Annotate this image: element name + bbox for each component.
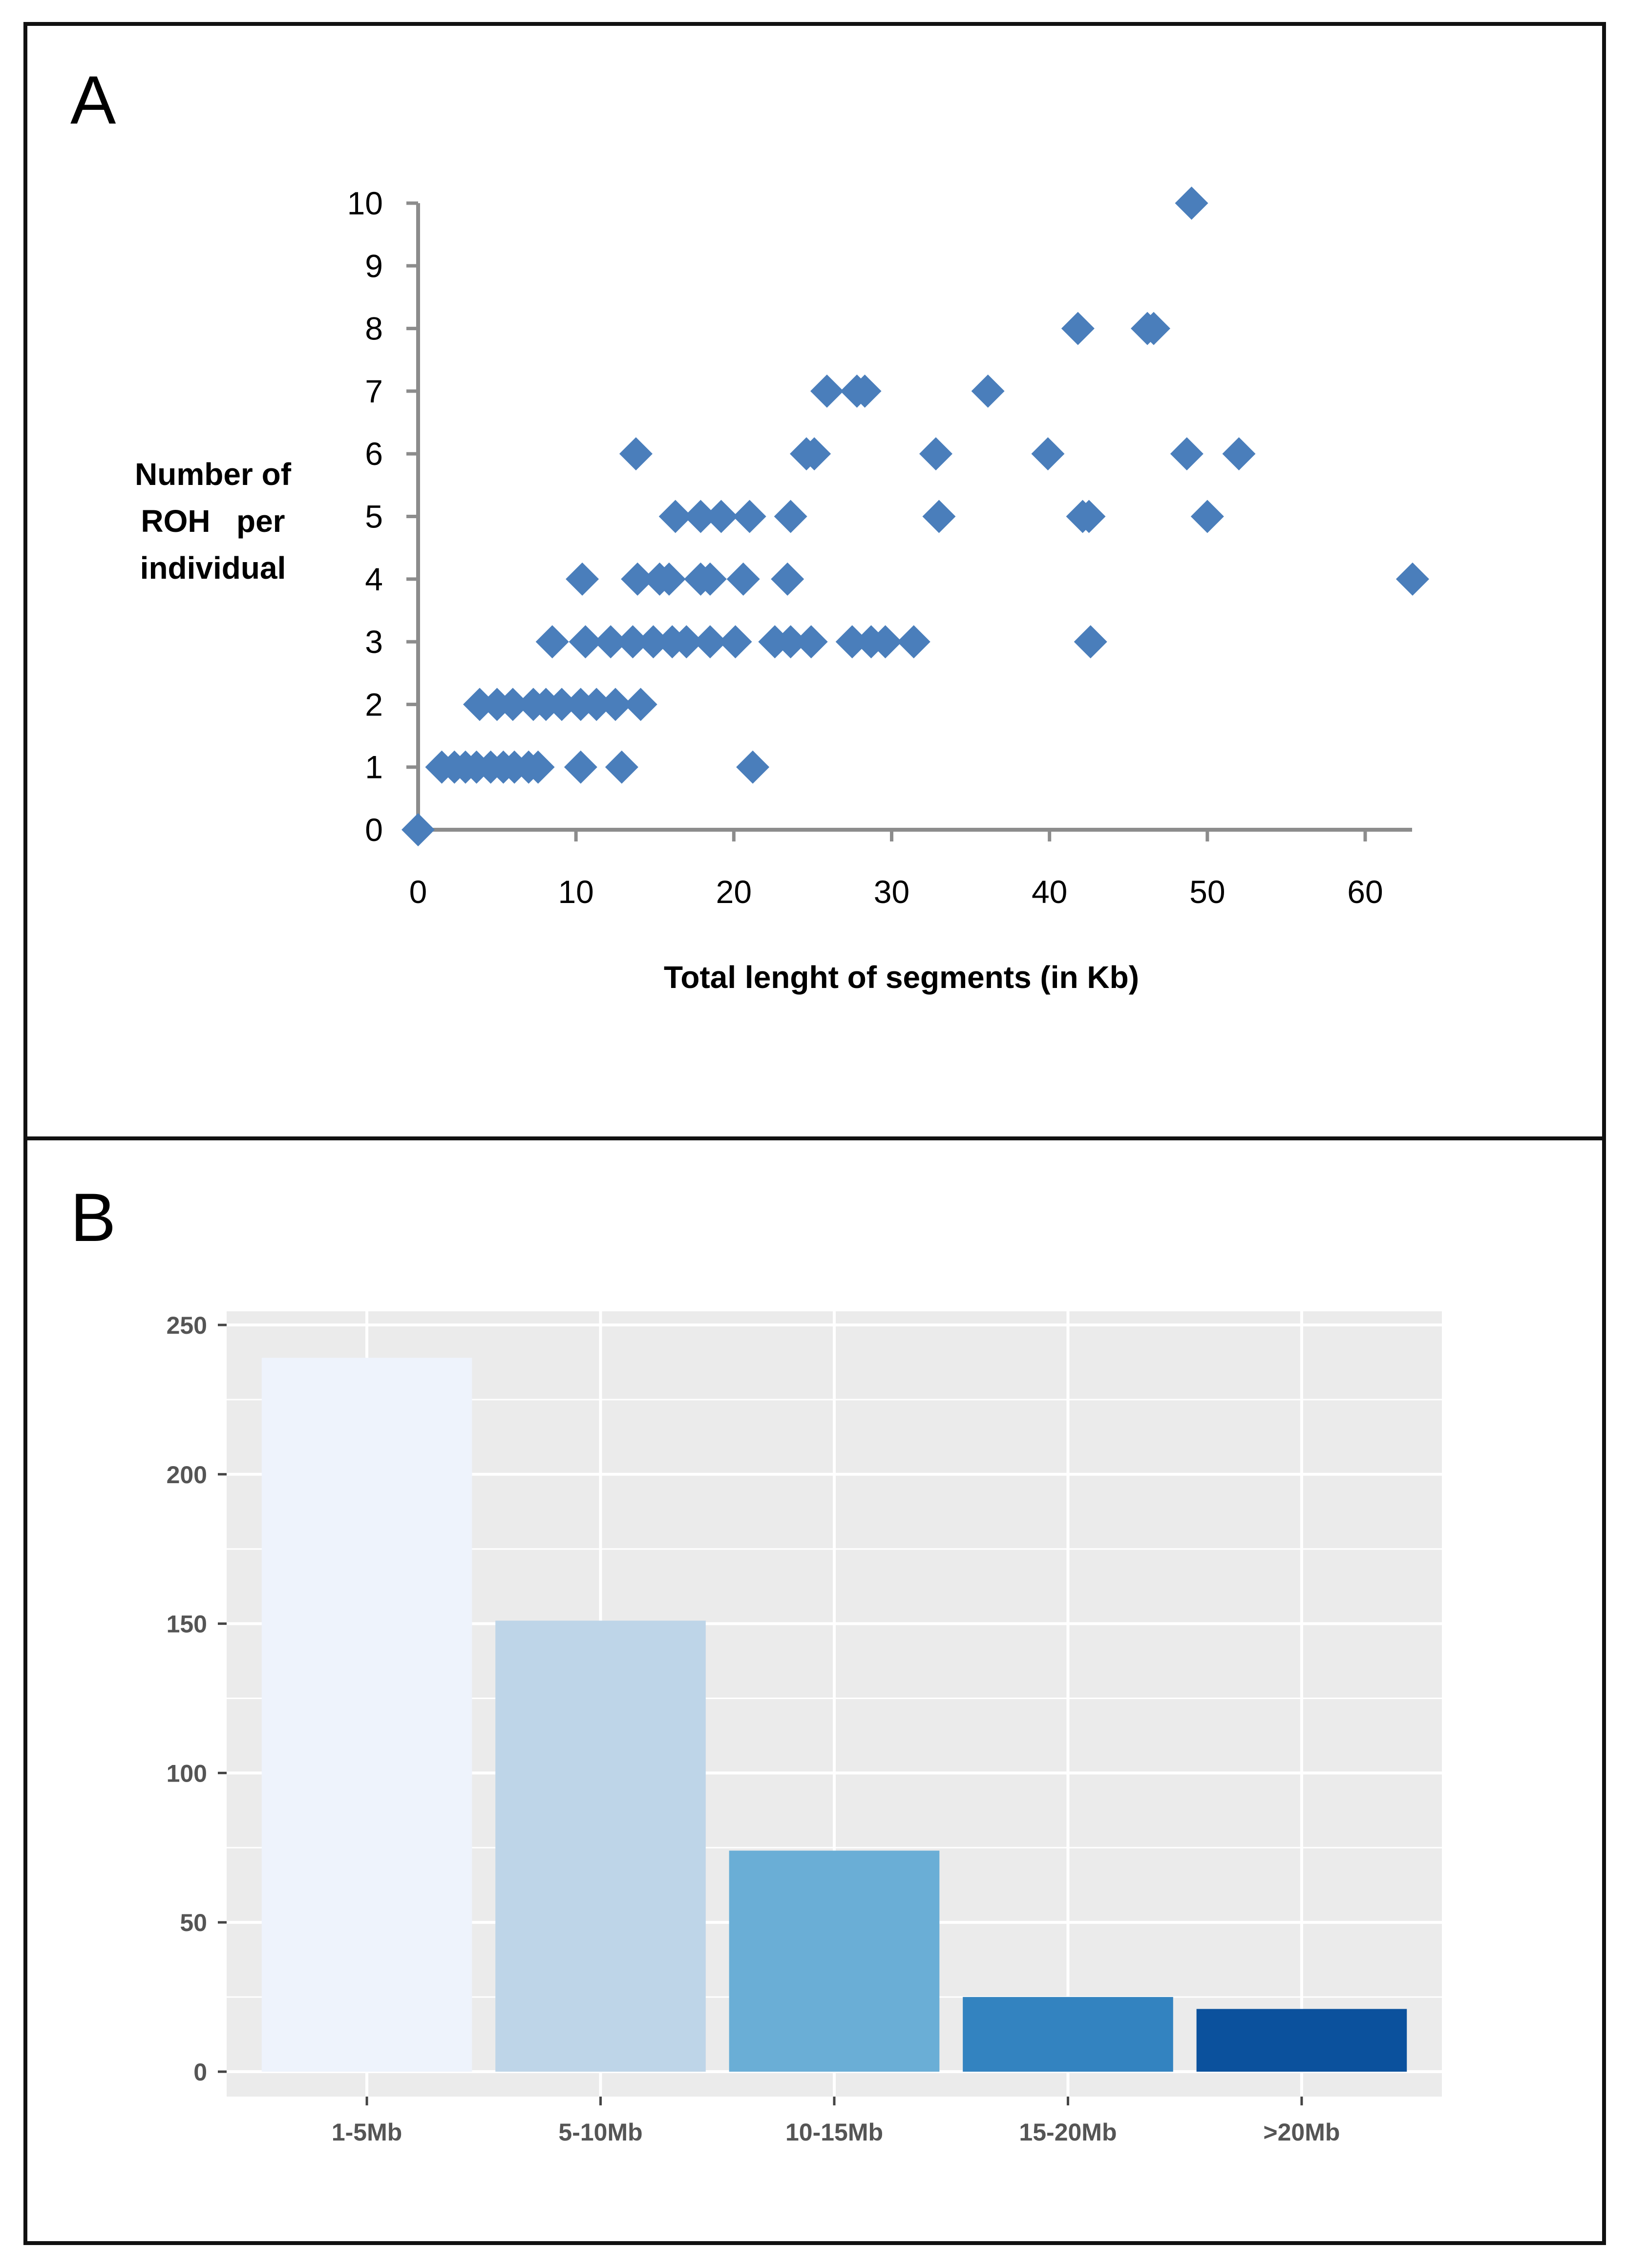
data-point xyxy=(636,625,670,659)
y-tick-label: 3 xyxy=(365,624,383,660)
data-point xyxy=(736,750,770,784)
x-axis-title: Total lenght of segments (in Kb) xyxy=(664,960,1139,995)
y-tick-label: 5 xyxy=(365,499,383,535)
data-point xyxy=(521,750,555,784)
y-axis-title-line: ROH per xyxy=(141,504,285,539)
data-point xyxy=(835,625,869,659)
y-tick-label: 150 xyxy=(167,1611,207,1638)
x-tick-label: 50 xyxy=(1189,874,1225,910)
panel-a: A 0 1 2 3 4 5 6 7 8 9 10 0 10 20 30 40 50 60 Total lenght … xyxy=(23,22,1606,1140)
data-point xyxy=(566,562,599,596)
y-tick-label: 200 xyxy=(167,1461,207,1489)
x-tick-label: 40 xyxy=(1032,874,1067,910)
data-point xyxy=(684,500,718,533)
y-tick-label: 9 xyxy=(365,248,383,284)
data-point xyxy=(868,625,902,659)
panel-a-letter: A xyxy=(70,62,116,138)
y-tick-label: 100 xyxy=(167,1760,207,1787)
bar xyxy=(963,1997,1173,2072)
y-tick-label: 6 xyxy=(365,436,383,472)
y-axis-title-line: Number of xyxy=(135,457,292,492)
data-point xyxy=(919,437,952,471)
bar xyxy=(729,1850,940,2072)
data-point xyxy=(1222,437,1256,471)
x-tick-label: 10 xyxy=(558,874,593,910)
data-point xyxy=(658,500,692,533)
data-point xyxy=(1395,562,1429,596)
scatter-chart: 0 1 2 3 4 5 6 7 8 9 10 0 10 20 30 40 50 60 Total lenght of… xyxy=(135,185,1429,995)
data-point xyxy=(693,562,727,596)
y-axis-title-line: individual xyxy=(140,550,286,586)
y-tick-label: 0 xyxy=(365,812,383,848)
data-point xyxy=(670,625,703,659)
data-point xyxy=(922,500,956,533)
x-tick-label: 15-20Mb xyxy=(1019,2119,1117,2146)
data-point xyxy=(774,625,807,659)
data-point xyxy=(619,437,653,471)
data-point xyxy=(624,688,657,721)
data-point xyxy=(564,750,597,784)
data-point xyxy=(598,688,632,721)
data-point xyxy=(401,813,435,846)
panel-b: B 1-5Mb 5-10Mb 10-15Mb 15-20Mb >20Mb 0 50 100 15… xyxy=(23,1136,1606,2245)
data-point xyxy=(1137,312,1170,345)
x-tick-label: 60 xyxy=(1347,874,1383,910)
data-point xyxy=(1170,437,1204,471)
data-point xyxy=(726,562,760,596)
data-point xyxy=(605,750,638,784)
data-point xyxy=(580,688,613,721)
data-point xyxy=(463,688,497,721)
data-point xyxy=(535,625,569,659)
y-tick-label: 10 xyxy=(347,185,383,221)
x-tick-label: 0 xyxy=(409,874,427,910)
data-point xyxy=(971,374,1005,408)
y-tick-label: 4 xyxy=(365,561,383,597)
bar xyxy=(495,1620,706,2072)
data-point xyxy=(693,625,727,659)
x-tick-label: >20Mb xyxy=(1263,2119,1340,2146)
x-tick-label: 30 xyxy=(874,874,909,910)
data-point xyxy=(810,374,844,408)
data-point xyxy=(1175,187,1208,220)
x-tick-label: 5-10Mb xyxy=(558,2119,642,2146)
x-tick-label: 1-5Mb xyxy=(332,2119,402,2146)
data-point xyxy=(794,625,828,659)
y-tick-label: 50 xyxy=(180,1909,207,1936)
y-tick-label: 7 xyxy=(365,373,383,409)
data-point xyxy=(1031,437,1065,471)
data-point xyxy=(569,625,602,659)
data-point xyxy=(621,562,655,596)
data-point xyxy=(1074,625,1107,659)
data-point xyxy=(1190,500,1224,533)
data-point xyxy=(771,562,804,596)
data-point xyxy=(616,625,650,659)
data-point xyxy=(704,500,738,533)
y-tick-label: 1 xyxy=(365,749,383,785)
data-point xyxy=(798,437,831,471)
data-point xyxy=(594,625,628,659)
data-point xyxy=(848,374,882,408)
data-point xyxy=(774,500,807,533)
data-point xyxy=(733,500,766,533)
data-point xyxy=(496,688,529,721)
data-point xyxy=(897,625,930,659)
data-point xyxy=(1072,500,1106,533)
data-point xyxy=(652,562,686,596)
data-point xyxy=(1061,312,1095,345)
y-tick-label: 2 xyxy=(365,686,383,722)
y-tick-label: 8 xyxy=(365,311,383,347)
data-point xyxy=(545,688,579,721)
data-point xyxy=(718,625,752,659)
bar xyxy=(261,1358,472,2072)
bar-chart: 1-5Mb 5-10Mb 10-15Mb 15-20Mb >20Mb 0 50 100 150 2… xyxy=(167,1311,1442,2146)
x-tick-label: 10-15Mb xyxy=(785,2119,883,2146)
y-tick-label: 250 xyxy=(167,1312,207,1339)
x-tick-label: 20 xyxy=(716,874,752,910)
y-tick-label: 0 xyxy=(193,2058,207,2086)
panel-b-letter: B xyxy=(70,1179,116,1256)
bar xyxy=(1196,2009,1407,2072)
